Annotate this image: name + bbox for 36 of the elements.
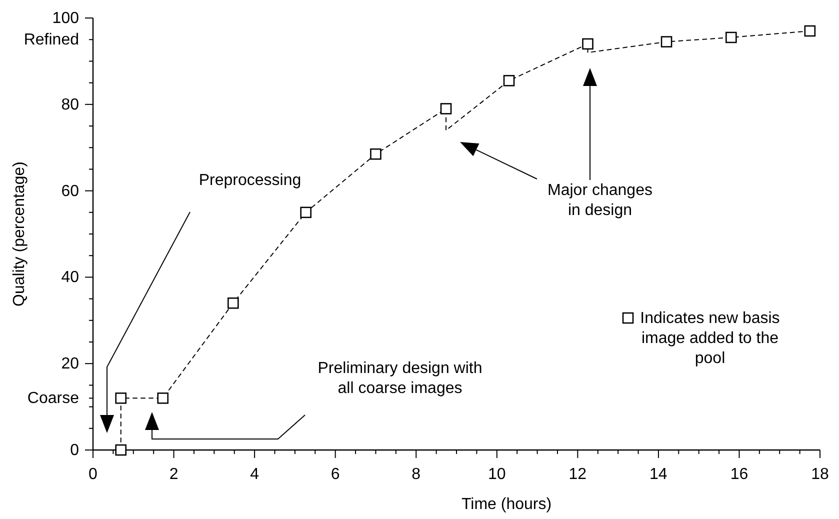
x-tick-label: 18 [811,466,829,483]
x-tick-label: 10 [488,466,506,483]
x-tick-label: 12 [568,466,587,483]
annotation: Preprocessing [198,172,302,189]
point [115,444,127,456]
y-tick-label: 100 [52,10,80,27]
x-tick-label: 16 [730,466,748,483]
point [157,392,169,404]
y-tick-label: 80 [61,96,80,114]
annotation: Major changes in design [548,182,652,219]
x-tick-label: 14 [650,466,668,483]
point [300,206,312,218]
point [660,36,672,48]
y-axis-title: Quality (percentage) [11,162,28,306]
x-tick-label: 8 [412,466,421,483]
x-tick-label: 2 [169,466,178,483]
y-tick-label: Refined [24,32,79,49]
annotation: Preliminary design with all coarse images [318,360,482,397]
y-tick-label: 60 [61,182,80,200]
point [725,32,737,44]
point [440,103,452,114]
point [370,148,382,160]
x-tick-label: 4 [250,466,260,483]
y-tick-label: 20 [61,356,80,373]
point [804,25,816,37]
x-tick-label: 0 [88,466,98,483]
y-tick-label: Coarse [27,390,80,408]
point [582,38,594,50]
legend-label: Indicates new basis image added to the pool [640,310,780,367]
y-tick-label: 0 [70,442,80,459]
point [503,74,515,86]
x-axis-title: Time (hours) [461,496,552,513]
y-tick-label: 40 [61,269,80,286]
x-tick-label: 6 [330,466,340,483]
point [115,392,127,404]
point [228,297,239,309]
